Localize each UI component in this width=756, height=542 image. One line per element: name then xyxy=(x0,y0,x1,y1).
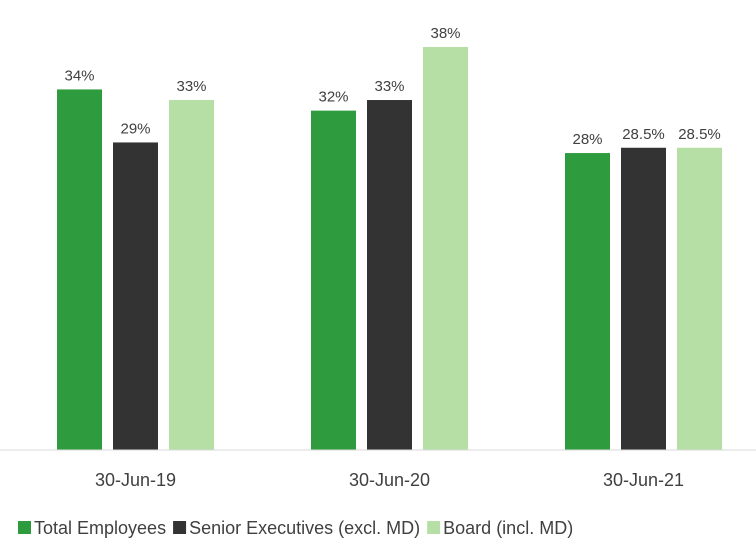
bar-board-incl-md-30-jun-21 xyxy=(677,147,722,450)
x-tick-labels: 30-Jun-19 30-Jun-20 30-Jun-21 xyxy=(95,470,684,490)
bar-board-incl-md-30-jun-19 xyxy=(169,100,214,451)
legend-label-total-employees: Total Employees xyxy=(34,518,166,538)
bar-total-employees-30-jun-19 xyxy=(57,89,102,450)
data-labels-layer: 34% 29% 33% 32% 33% 38% 28% 28.5% 28.5% xyxy=(64,25,720,148)
data-label-total-employees-30-jun-20: 32% xyxy=(318,89,348,106)
legend-swatch-senior-executives-excl-md xyxy=(173,521,187,534)
data-label-board-incl-md-30-jun-19: 33% xyxy=(176,78,206,95)
data-label-board-incl-md-30-jun-21: 28.5% xyxy=(678,126,721,143)
bar-total-employees-30-jun-21 xyxy=(565,153,610,451)
legend-label-board-incl-md: Board (incl. MD) xyxy=(443,518,573,538)
bar-senior-executives-excl-md-30-jun-20 xyxy=(367,100,412,451)
legend: Total Employees Senior Executives (excl. … xyxy=(18,518,573,538)
bar-total-employees-30-jun-20 xyxy=(311,110,356,450)
bars-layer xyxy=(57,47,722,451)
x-tick-label-30-jun-20: 30-Jun-20 xyxy=(349,470,430,490)
legend-label-senior-executives-excl-md: Senior Executives (excl. MD) xyxy=(189,518,420,538)
legend-swatch-board-incl-md xyxy=(427,521,441,534)
data-label-senior-executives-excl-md-30-jun-20: 33% xyxy=(374,78,404,95)
data-label-total-employees-30-jun-21: 28% xyxy=(572,131,602,148)
bar-board-incl-md-30-jun-20 xyxy=(423,47,468,450)
data-label-total-employees-30-jun-19: 34% xyxy=(64,67,94,84)
x-tick-label-30-jun-19: 30-Jun-19 xyxy=(95,470,176,490)
bar-senior-executives-excl-md-30-jun-19 xyxy=(113,142,158,450)
legend-swatch-total-employees xyxy=(18,521,31,534)
data-label-senior-executives-excl-md-30-jun-21: 28.5% xyxy=(622,126,665,143)
x-tick-label-30-jun-21: 30-Jun-21 xyxy=(603,470,684,490)
data-label-senior-executives-excl-md-30-jun-19: 29% xyxy=(120,120,150,137)
bar-senior-executives-excl-md-30-jun-21 xyxy=(621,147,666,450)
data-label-board-incl-md-30-jun-20: 38% xyxy=(430,25,460,42)
